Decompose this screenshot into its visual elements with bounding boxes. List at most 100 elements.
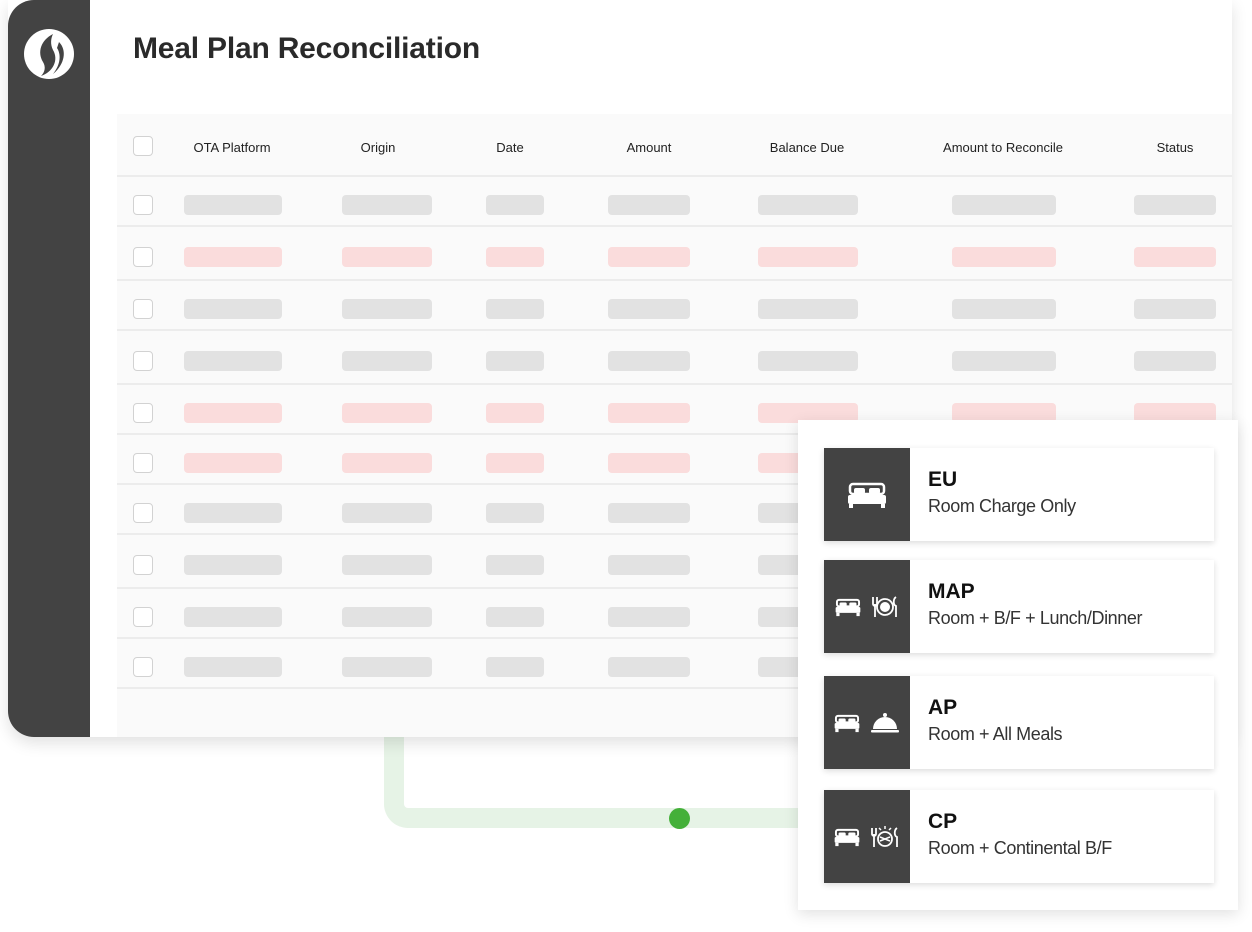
column-header-date[interactable]: Date [496, 140, 524, 155]
table-row[interactable] [117, 331, 1232, 385]
column-header-balance-due[interactable]: Balance Due [769, 140, 845, 155]
row-checkbox[interactable] [133, 351, 153, 371]
meal-plan-description: Room + B/F + Lunch/Dinner [928, 608, 1143, 628]
page-title: Meal Plan Reconciliation [133, 32, 480, 65]
cell-placeholder [758, 299, 858, 319]
cell-placeholder [952, 403, 1056, 423]
bed-icon [834, 828, 860, 846]
row-checkbox[interactable] [133, 607, 153, 627]
cell-placeholder [608, 503, 690, 523]
cell-placeholder [758, 403, 858, 423]
column-header-amount[interactable]: Amount [626, 140, 672, 155]
table-row[interactable] [117, 281, 1232, 331]
table-row[interactable] [117, 177, 1232, 227]
sidebar [8, 0, 90, 737]
meal-plan-card-eu[interactable]: EU Room Charge Only [824, 448, 1214, 541]
row-checkbox[interactable] [133, 453, 153, 473]
meal-plan-icon-box [824, 790, 910, 883]
column-header-ota-platform[interactable]: OTA Platform [193, 140, 271, 155]
meal-plan-code: CP [928, 810, 958, 833]
meal-plan-card-ap[interactable]: AP Room + All Meals [824, 676, 1214, 769]
cell-placeholder [184, 403, 282, 423]
table-row[interactable] [117, 227, 1232, 281]
cell-placeholder [952, 351, 1056, 371]
row-checkbox[interactable] [133, 503, 153, 523]
cell-placeholder [758, 195, 858, 215]
bed-icon [848, 482, 886, 508]
cell-placeholder [486, 503, 544, 523]
cell-placeholder [486, 403, 544, 423]
cell-placeholder [608, 453, 690, 473]
meal-plan-icon-box [824, 448, 910, 541]
logo-icon[interactable] [23, 28, 75, 80]
column-header-amount-to-reconcile[interactable]: Amount to Reconcile [943, 140, 1063, 155]
cell-placeholder [342, 195, 432, 215]
cell-placeholder [608, 195, 690, 215]
cell-placeholder [952, 195, 1056, 215]
select-all-checkbox[interactable] [133, 136, 153, 156]
cell-placeholder [1134, 299, 1216, 319]
plate-cutlery-icon [872, 595, 897, 617]
cell-placeholder [952, 247, 1056, 267]
cell-placeholder [608, 299, 690, 319]
cell-placeholder [758, 351, 858, 371]
cell-placeholder [608, 247, 690, 267]
cell-placeholder [486, 247, 544, 267]
meal-plan-card-map[interactable]: MAP Room + B/F + Lunch/Dinner [824, 560, 1214, 653]
meal-plan-card-cp[interactable]: CP Room + Continental B/F [824, 790, 1214, 883]
meal-plan-icon-box [824, 676, 910, 769]
cell-placeholder [486, 299, 544, 319]
cell-placeholder [1134, 403, 1216, 423]
row-checkbox[interactable] [133, 657, 153, 677]
cell-placeholder [184, 299, 282, 319]
bed-icon [834, 714, 860, 732]
cell-placeholder [342, 555, 432, 575]
cell-placeholder [342, 607, 432, 627]
cell-placeholder [342, 247, 432, 267]
cell-placeholder [342, 351, 432, 371]
meal-plan-code: EU [928, 468, 958, 491]
bed-icon [835, 598, 861, 616]
cell-placeholder [342, 657, 432, 677]
cell-placeholder [342, 299, 432, 319]
cell-placeholder [758, 247, 858, 267]
cell-placeholder [486, 453, 544, 473]
meal-plan-description: Room + All Meals [928, 724, 1063, 744]
cell-placeholder [486, 555, 544, 575]
column-header-status[interactable]: Status [1156, 140, 1194, 155]
cell-placeholder [486, 195, 544, 215]
row-checkbox[interactable] [133, 403, 153, 423]
cell-placeholder [1134, 195, 1216, 215]
cell-placeholder [184, 195, 282, 215]
meal-plan-icon-box [824, 560, 910, 653]
cell-placeholder [1134, 247, 1216, 267]
cell-placeholder [486, 607, 544, 627]
cell-placeholder [184, 607, 282, 627]
row-checkbox[interactable] [133, 555, 153, 575]
meal-plan-code: MAP [928, 580, 975, 603]
cell-placeholder [608, 607, 690, 627]
meal-plan-description: Room + Continental B/F [928, 838, 1112, 858]
cell-placeholder [1134, 351, 1216, 371]
table-row[interactable] [117, 385, 1232, 435]
column-header-origin[interactable]: Origin [360, 140, 396, 155]
cell-placeholder [608, 555, 690, 575]
cell-placeholder [952, 299, 1056, 319]
cell-placeholder [342, 503, 432, 523]
meal-plan-code: AP [928, 696, 958, 719]
row-checkbox[interactable] [133, 195, 153, 215]
row-checkbox[interactable] [133, 299, 153, 319]
row-checkbox[interactable] [133, 247, 153, 267]
table-header: OTA Platform Origin Date Amount Balance … [117, 114, 1232, 177]
cell-placeholder [486, 351, 544, 371]
cell-placeholder [342, 403, 432, 423]
cell-placeholder [608, 403, 690, 423]
meal-plan-panel: EU Room Charge Only MAP Room + B/F + Lun… [798, 420, 1238, 910]
breakfast-icon [871, 825, 898, 847]
connector-dot [669, 808, 690, 829]
cell-placeholder [184, 247, 282, 267]
cell-placeholder [342, 453, 432, 473]
cell-placeholder [184, 657, 282, 677]
cell-placeholder [184, 503, 282, 523]
cell-placeholder [486, 657, 544, 677]
